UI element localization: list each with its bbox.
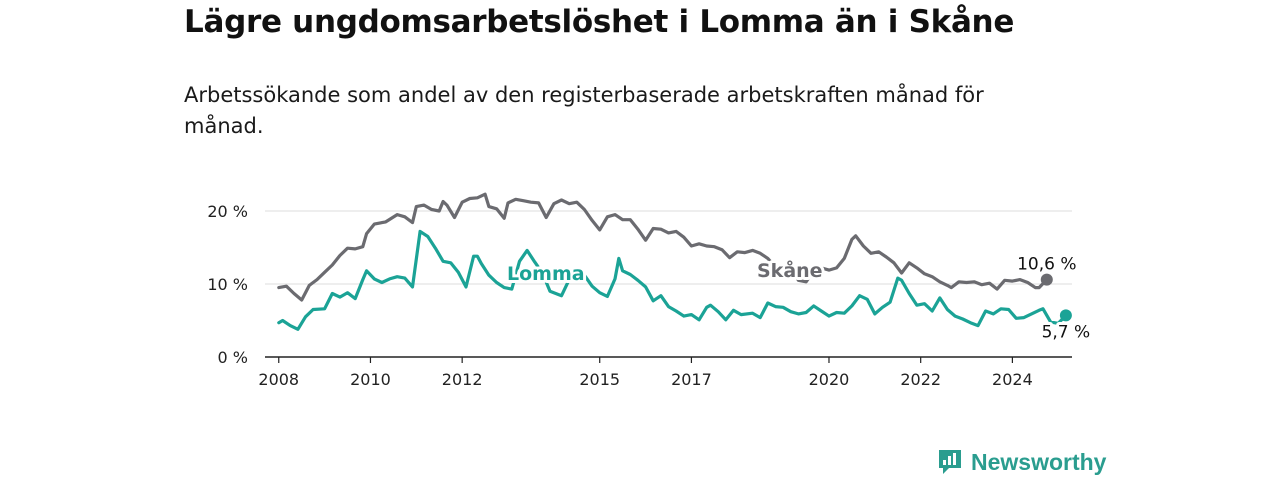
svg-text:Skåne: Skåne bbox=[757, 258, 823, 282]
chart-title: Lägre ungdomsarbetslöshet i Lomma än i S… bbox=[184, 4, 1015, 40]
brand-logo[interactable]: Newsworthy bbox=[937, 448, 1106, 476]
end-point-lomma bbox=[1059, 309, 1072, 322]
chart-subtitle: Arbetssökande som andel av den registerb… bbox=[184, 83, 984, 138]
x-tick-label: 2012 bbox=[442, 370, 483, 389]
newsworthy-logo-icon bbox=[939, 450, 961, 474]
series-group bbox=[277, 192, 1072, 331]
y-tick-label: 0 % bbox=[218, 348, 248, 367]
svg-text:Lomma: Lomma bbox=[507, 263, 585, 285]
end-value-lomma: 5,7 %5,7 % bbox=[1039, 319, 1094, 345]
x-tick-label: 2022 bbox=[900, 370, 941, 389]
end-value-skane: 10,6 %10,6 % bbox=[1014, 252, 1079, 278]
x-tick-label: 2020 bbox=[809, 370, 850, 389]
line-chart: 0 % 10 % 20 % 2008 2010 2012 2015 2017 2020 2022… bbox=[207, 192, 1094, 389]
y-axis: 0 % 10 % 20 % bbox=[207, 202, 248, 367]
y-tick-label: 20 % bbox=[207, 202, 248, 221]
svg-text:Skåne: Skåne bbox=[757, 258, 823, 282]
x-axis: 2008 2010 2012 2015 2017 2020 2022 2024 bbox=[258, 356, 1072, 389]
x-tick-label: 2015 bbox=[579, 370, 620, 389]
y-tick-label: 10 % bbox=[207, 275, 248, 294]
brand-name: Newsworthy bbox=[971, 448, 1107, 475]
svg-text:5,7 %: 5,7 % bbox=[1042, 322, 1091, 342]
svg-text:10,6 %: 10,6 % bbox=[1017, 255, 1076, 275]
x-tick-label: 2008 bbox=[258, 370, 299, 389]
x-tick-label: 2017 bbox=[671, 370, 712, 389]
svg-text:10,6 %: 10,6 % bbox=[1017, 255, 1076, 275]
svg-text:Lomma: Lomma bbox=[507, 263, 585, 285]
end-point-skåne bbox=[1040, 273, 1053, 286]
grid-lines bbox=[265, 210, 1072, 285]
x-tick-label: 2010 bbox=[350, 370, 391, 389]
svg-text:5,7 %: 5,7 % bbox=[1042, 322, 1091, 342]
x-tick-label: 2024 bbox=[992, 370, 1033, 389]
series-line-lomma bbox=[277, 229, 1068, 331]
series-line-skåne bbox=[277, 192, 1049, 302]
